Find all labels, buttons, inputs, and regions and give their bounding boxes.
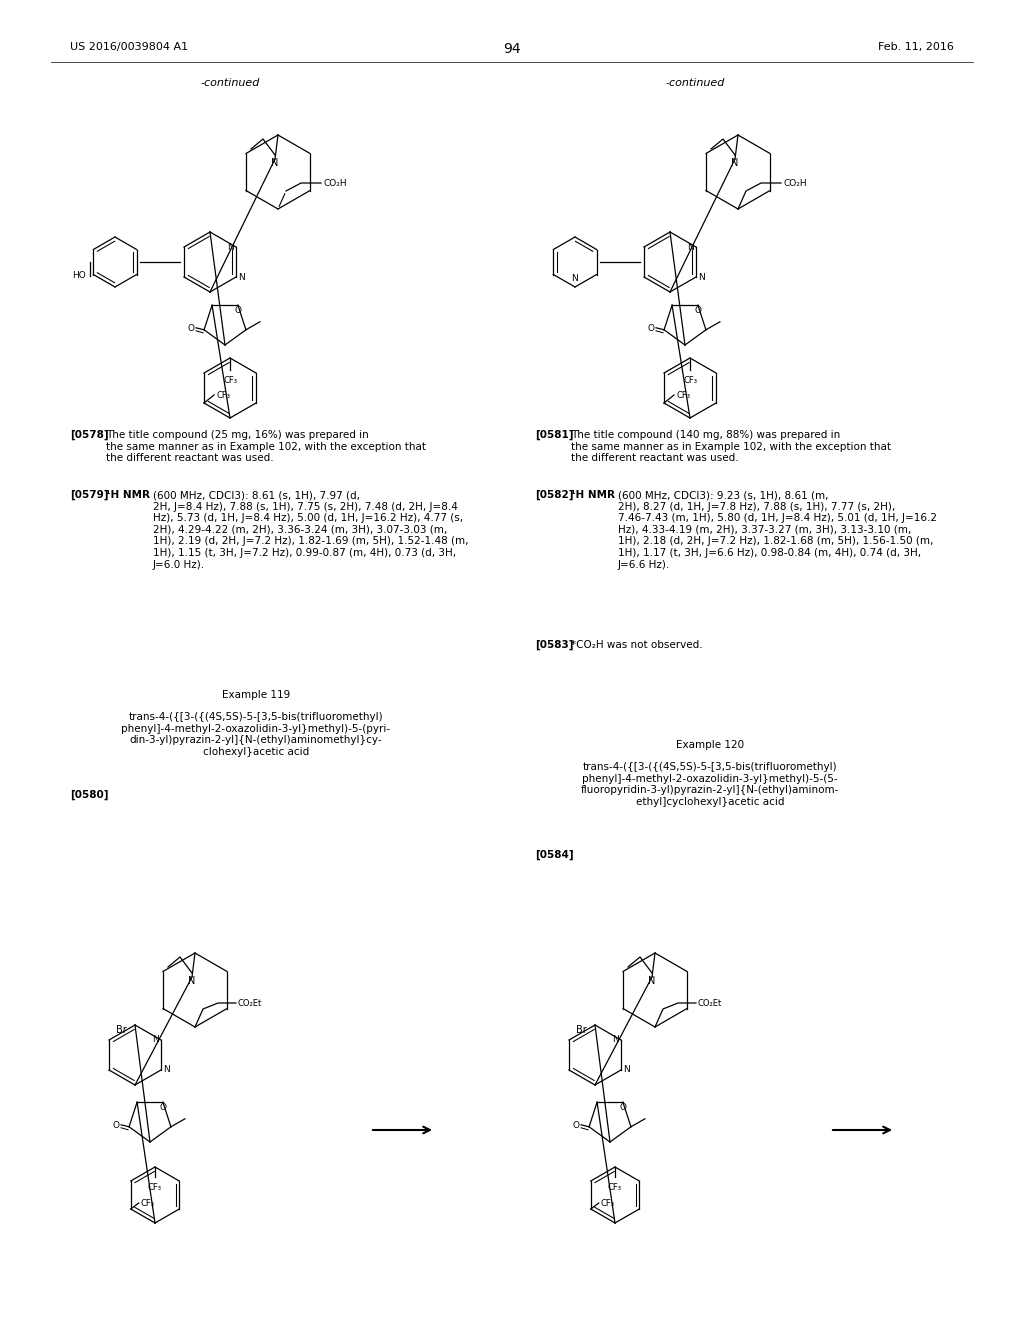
Text: Example 120: Example 120: [676, 741, 744, 750]
Text: N: N: [623, 1065, 630, 1074]
Text: trans-4-({[3-({(4S,5S)-5-[3,5-bis(trifluoromethyl)
phenyl]-4-methyl-2-oxazolidin: trans-4-({[3-({(4S,5S)-5-[3,5-bis(triflu…: [581, 762, 840, 807]
Text: CO₂Et: CO₂Et: [698, 998, 722, 1007]
Text: O: O: [647, 325, 654, 333]
Text: CO₂Et: CO₂Et: [238, 998, 262, 1007]
Text: [0578]: [0578]: [70, 430, 109, 441]
Text: N: N: [188, 975, 196, 986]
Text: N: N: [698, 272, 705, 281]
Text: O: O: [187, 325, 195, 333]
Text: -continued: -continued: [201, 78, 260, 88]
Text: Example 119: Example 119: [222, 690, 290, 700]
Text: 94: 94: [503, 42, 521, 55]
Text: O: O: [112, 1121, 119, 1130]
Text: N: N: [571, 275, 579, 282]
Text: N: N: [687, 243, 694, 252]
Text: O: O: [694, 306, 701, 315]
Text: [0580]: [0580]: [70, 789, 109, 800]
Text: N: N: [648, 975, 655, 986]
Text: HO: HO: [73, 272, 86, 281]
Text: CF₃: CF₃: [148, 1183, 162, 1192]
Text: N: N: [227, 243, 233, 252]
Text: N: N: [612, 1035, 618, 1044]
Text: [0579]: [0579]: [70, 490, 109, 500]
Text: [0583]: [0583]: [535, 640, 573, 651]
Text: CF₃: CF₃: [223, 376, 237, 385]
Text: N: N: [238, 272, 245, 281]
Text: [0582]: [0582]: [535, 490, 573, 500]
Text: O: O: [620, 1104, 627, 1113]
Text: trans-4-({[3-({(4S,5S)-5-[3,5-bis(trifluoromethyl)
phenyl]-4-methyl-2-oxazolidin: trans-4-({[3-({(4S,5S)-5-[3,5-bis(triflu…: [122, 711, 390, 756]
Text: Feb. 11, 2016: Feb. 11, 2016: [879, 42, 954, 51]
Text: -continued: -continued: [666, 78, 725, 88]
Text: [0584]: [0584]: [535, 850, 573, 861]
Text: *CO₂H was not observed.: *CO₂H was not observed.: [571, 640, 702, 649]
Text: The title compound (140 mg, 88%) was prepared in
the same manner as in Example 1: The title compound (140 mg, 88%) was pre…: [571, 430, 891, 463]
Text: Br: Br: [117, 1026, 127, 1035]
Text: N: N: [163, 1065, 170, 1074]
Text: CF₃: CF₃: [683, 376, 697, 385]
Text: The title compound (25 mg, 16%) was prepared in
the same manner as in Example 10: The title compound (25 mg, 16%) was prep…: [106, 430, 426, 463]
Text: (600 MHz, CDCl3): 8.61 (s, 1H), 7.97 (d,
2H, J=8.4 Hz), 7.88 (s, 1H), 7.75 (s, 2: (600 MHz, CDCl3): 8.61 (s, 1H), 7.97 (d,…: [153, 490, 469, 570]
Text: CF₃: CF₃: [140, 1199, 155, 1208]
Text: [0581]: [0581]: [535, 430, 573, 441]
Text: O: O: [160, 1104, 167, 1113]
Text: O: O: [234, 306, 242, 315]
Text: N: N: [153, 1035, 159, 1044]
Text: ¹H NMR: ¹H NMR: [571, 490, 615, 500]
Text: CO₂H: CO₂H: [783, 178, 807, 187]
Text: N: N: [271, 158, 279, 168]
Text: N: N: [731, 158, 738, 168]
Text: CF₃: CF₃: [608, 1183, 622, 1192]
Text: ¹H NMR: ¹H NMR: [106, 490, 150, 500]
Text: O: O: [572, 1121, 580, 1130]
Text: CF₃: CF₃: [601, 1199, 614, 1208]
Text: CO₂H: CO₂H: [323, 178, 347, 187]
Text: US 2016/0039804 A1: US 2016/0039804 A1: [70, 42, 188, 51]
Text: CF₃: CF₃: [676, 391, 690, 400]
Text: (600 MHz, CDCl3): 9.23 (s, 1H), 8.61 (m,
2H), 8.27 (d, 1H, J=7.8 Hz), 7.88 (s, 1: (600 MHz, CDCl3): 9.23 (s, 1H), 8.61 (m,…: [618, 490, 937, 570]
Text: CF₃: CF₃: [216, 391, 230, 400]
Text: Br: Br: [577, 1026, 587, 1035]
